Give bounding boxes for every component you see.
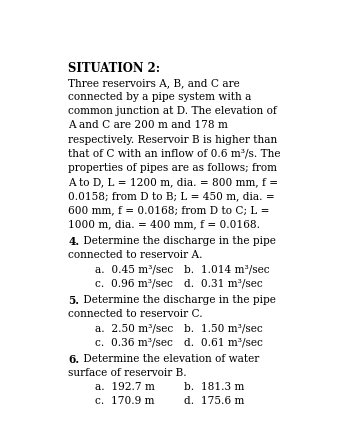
Text: that of C with an inflow of 0.6 m³/s. The: that of C with an inflow of 0.6 m³/s. Th…: [68, 149, 281, 159]
Text: Three reservoirs A, B, and C are: Three reservoirs A, B, and C are: [68, 78, 240, 88]
Text: surface of reservoir B.: surface of reservoir B.: [68, 368, 187, 378]
Text: b.  1.014 m³/sec: b. 1.014 m³/sec: [184, 264, 269, 274]
Text: properties of pipes are as follows; from: properties of pipes are as follows; from: [68, 163, 277, 173]
Text: d.  175.6 m: d. 175.6 m: [184, 396, 244, 407]
Text: Determine the discharge in the pipe: Determine the discharge in the pipe: [80, 295, 276, 305]
Text: a.  2.50 m³/sec: a. 2.50 m³/sec: [95, 323, 173, 333]
Text: connected to reservoir C.: connected to reservoir C.: [68, 309, 203, 319]
Text: A to D, L = 1200 m, dia. = 800 mm, f =: A to D, L = 1200 m, dia. = 800 mm, f =: [68, 177, 279, 187]
Text: c.  0.36 m³/sec: c. 0.36 m³/sec: [95, 337, 172, 348]
Text: a.  192.7 m: a. 192.7 m: [95, 382, 154, 392]
Text: d.  0.31 m³/sec: d. 0.31 m³/sec: [184, 278, 262, 288]
Text: Determine the elevation of water: Determine the elevation of water: [80, 354, 260, 364]
Text: b.  181.3 m: b. 181.3 m: [184, 382, 244, 392]
Text: 600 mm, f = 0.0168; from D to C; L =: 600 mm, f = 0.0168; from D to C; L =: [68, 205, 270, 215]
Text: d.  0.61 m³/sec: d. 0.61 m³/sec: [184, 337, 263, 348]
Text: respectively. Reservoir B is higher than: respectively. Reservoir B is higher than: [68, 135, 278, 145]
Text: Determine the discharge in the pipe: Determine the discharge in the pipe: [80, 236, 276, 246]
Text: 5.: 5.: [68, 295, 79, 306]
Text: SITUATION 2:: SITUATION 2:: [68, 63, 161, 75]
Text: c.  0.96 m³/sec: c. 0.96 m³/sec: [95, 278, 172, 288]
Text: common junction at D. The elevation of: common junction at D. The elevation of: [68, 106, 277, 116]
Text: b.  1.50 m³/sec: b. 1.50 m³/sec: [184, 323, 262, 333]
Text: 0.0158; from D to B; L = 450 m, dia. =: 0.0158; from D to B; L = 450 m, dia. =: [68, 191, 275, 201]
Text: connected by a pipe system with a: connected by a pipe system with a: [68, 92, 252, 102]
Text: connected to reservoir A.: connected to reservoir A.: [68, 250, 203, 260]
Text: 1000 m, dia. = 400 mm, f = 0.0168.: 1000 m, dia. = 400 mm, f = 0.0168.: [68, 219, 261, 229]
Text: A and C are 200 m and 178 m: A and C are 200 m and 178 m: [68, 120, 228, 131]
Text: a.  0.45 m³/sec: a. 0.45 m³/sec: [95, 264, 173, 274]
Text: c.  170.9 m: c. 170.9 m: [95, 396, 154, 407]
Text: 6.: 6.: [68, 354, 79, 365]
Text: 4.: 4.: [68, 236, 79, 247]
